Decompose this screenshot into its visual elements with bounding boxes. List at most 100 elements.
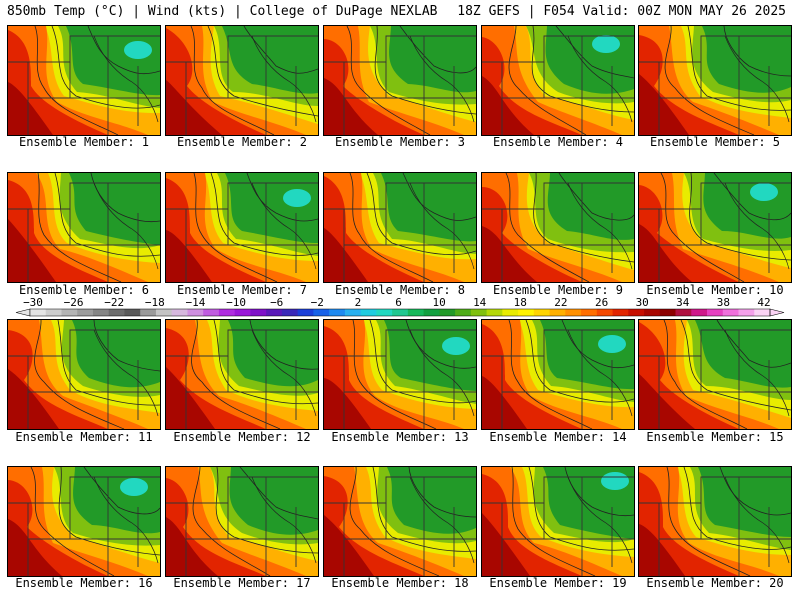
colorbar-swatch <box>92 309 110 316</box>
ensemble-member-caption: Ensemble Member: 18 <box>331 576 469 590</box>
contour-lines <box>349 467 476 576</box>
river-line <box>251 329 317 417</box>
ensemble-map-panel <box>165 25 319 136</box>
ensemble-member-caption: Ensemble Member: 4 <box>492 135 624 149</box>
colorbar-swatch <box>738 309 755 316</box>
river-line <box>409 476 475 564</box>
temperature-map <box>639 26 791 135</box>
cool-pocket <box>750 183 778 201</box>
colorbar-swatch <box>612 309 629 316</box>
colorbar-tick-label: 30 <box>636 296 649 309</box>
contour-lines <box>30 467 160 576</box>
temperature-map <box>8 26 160 135</box>
colorbar-swatch <box>344 309 362 316</box>
colorbar-swatch <box>360 309 377 316</box>
colorbar-tick-label: 2 <box>355 296 362 309</box>
colorbar-swatch <box>596 309 613 316</box>
colorbar-swatch <box>644 309 661 316</box>
contour-lines <box>505 173 634 282</box>
ensemble-member-caption: Ensemble Member: 1 <box>18 135 150 149</box>
isotherm-band-very-hot <box>639 374 695 429</box>
contour-lines <box>660 173 791 282</box>
isotherm-band-very-hot <box>324 378 371 429</box>
isotherm-band-very-hot <box>639 224 692 282</box>
temperature-map <box>639 173 791 282</box>
river-line <box>93 329 159 417</box>
ensemble-map-panel <box>323 319 477 430</box>
colorbar-swatch <box>297 309 314 316</box>
colorbar-tick-label: 34 <box>676 296 690 309</box>
colorbar-frame <box>29 308 771 317</box>
colorbar-tick-label: −14 <box>185 296 205 309</box>
temperature-map <box>639 320 791 429</box>
temperature-map <box>324 467 476 576</box>
temperature-map <box>639 467 791 576</box>
cool-pocket <box>124 41 152 59</box>
isotherm-band-very-hot <box>324 78 378 135</box>
river-line <box>724 476 790 564</box>
river-line <box>567 35 633 123</box>
state-borders <box>166 182 318 282</box>
river-line <box>251 476 317 564</box>
river-line <box>724 182 790 270</box>
temperature-map <box>482 173 634 282</box>
ensemble-map-panel <box>481 25 635 136</box>
contour-lines <box>346 26 476 135</box>
state-borders <box>324 182 476 282</box>
contour-lines <box>34 320 160 429</box>
colorbar-swatch <box>266 309 283 316</box>
colorbar-swatch <box>423 309 440 316</box>
temperature-colorbar: −30 −26 −22 −18 −14 −10 −6 −2 2 6 10 14 18 22 26 30 34 38… <box>15 296 785 317</box>
river-line <box>93 35 159 123</box>
ensemble-member-caption: Ensemble Member: 5 <box>649 135 781 149</box>
colorbar-tick-label: 26 <box>595 296 608 309</box>
colorbar-tick-label: 22 <box>554 296 567 309</box>
ensemble-member-caption: Ensemble Member: 9 <box>492 283 624 297</box>
isotherm-band-very-hot <box>166 517 218 576</box>
state-borders <box>8 35 160 135</box>
ensemble-member-caption: Ensemble Member: 6 <box>18 283 150 297</box>
state-borders <box>166 329 318 429</box>
isotherm-band-hot <box>324 176 424 282</box>
colorbar-tick-label: 10 <box>432 296 445 309</box>
isotherm-band-very-hot <box>8 82 53 135</box>
ensemble-map-panel <box>638 319 792 430</box>
ensemble-map-panel <box>638 25 792 136</box>
isotherm-band-very-hot <box>639 74 689 135</box>
ensemble-member-caption: Ensemble Member: 15 <box>646 430 784 444</box>
state-borders <box>639 182 791 282</box>
colorbar-swatch <box>470 309 487 316</box>
cool-pocket <box>120 478 148 496</box>
river-line <box>251 182 317 270</box>
contour-lines <box>192 467 318 576</box>
isotherm-band-very-hot <box>324 515 374 576</box>
isotherm-band-very-hot <box>166 230 212 282</box>
colorbar-swatch <box>376 309 393 316</box>
isotherm-band-very-hot <box>8 519 62 576</box>
state-borders <box>8 182 160 282</box>
cool-pocket <box>442 337 470 355</box>
ensemble-member-caption: Ensemble Member: 11 <box>15 430 153 444</box>
colorbar-swatch <box>281 309 299 316</box>
state-borders <box>166 476 318 576</box>
temperature-map <box>8 173 160 282</box>
ensemble-map-panel <box>481 172 635 283</box>
colorbar-swatch <box>502 309 519 316</box>
colorbar-tick-label: 38 <box>717 296 730 309</box>
isotherm-band-very-hot <box>482 226 537 282</box>
river-line <box>567 182 633 270</box>
cool-pocket <box>601 472 629 490</box>
temperature-map <box>8 320 160 429</box>
temperature-map <box>166 26 318 135</box>
colorbar-swatch <box>124 309 141 316</box>
state-borders <box>324 35 476 135</box>
state-borders <box>639 35 791 135</box>
header-left-title: 850mb Temp (°C) | Wind (kts) | College o… <box>7 4 438 19</box>
colorbar-swatch <box>455 309 472 316</box>
ensemble-member-caption: Ensemble Member: 14 <box>489 430 627 444</box>
header-right-title: 18Z GEFS | F054 Valid: 00Z MON MAY 26 20… <box>457 4 786 19</box>
colorbar-swatch <box>155 309 173 316</box>
colorbar-tick-label: −22 <box>104 296 124 309</box>
isotherm-band-very-hot <box>482 513 530 576</box>
temperature-map <box>482 26 634 135</box>
